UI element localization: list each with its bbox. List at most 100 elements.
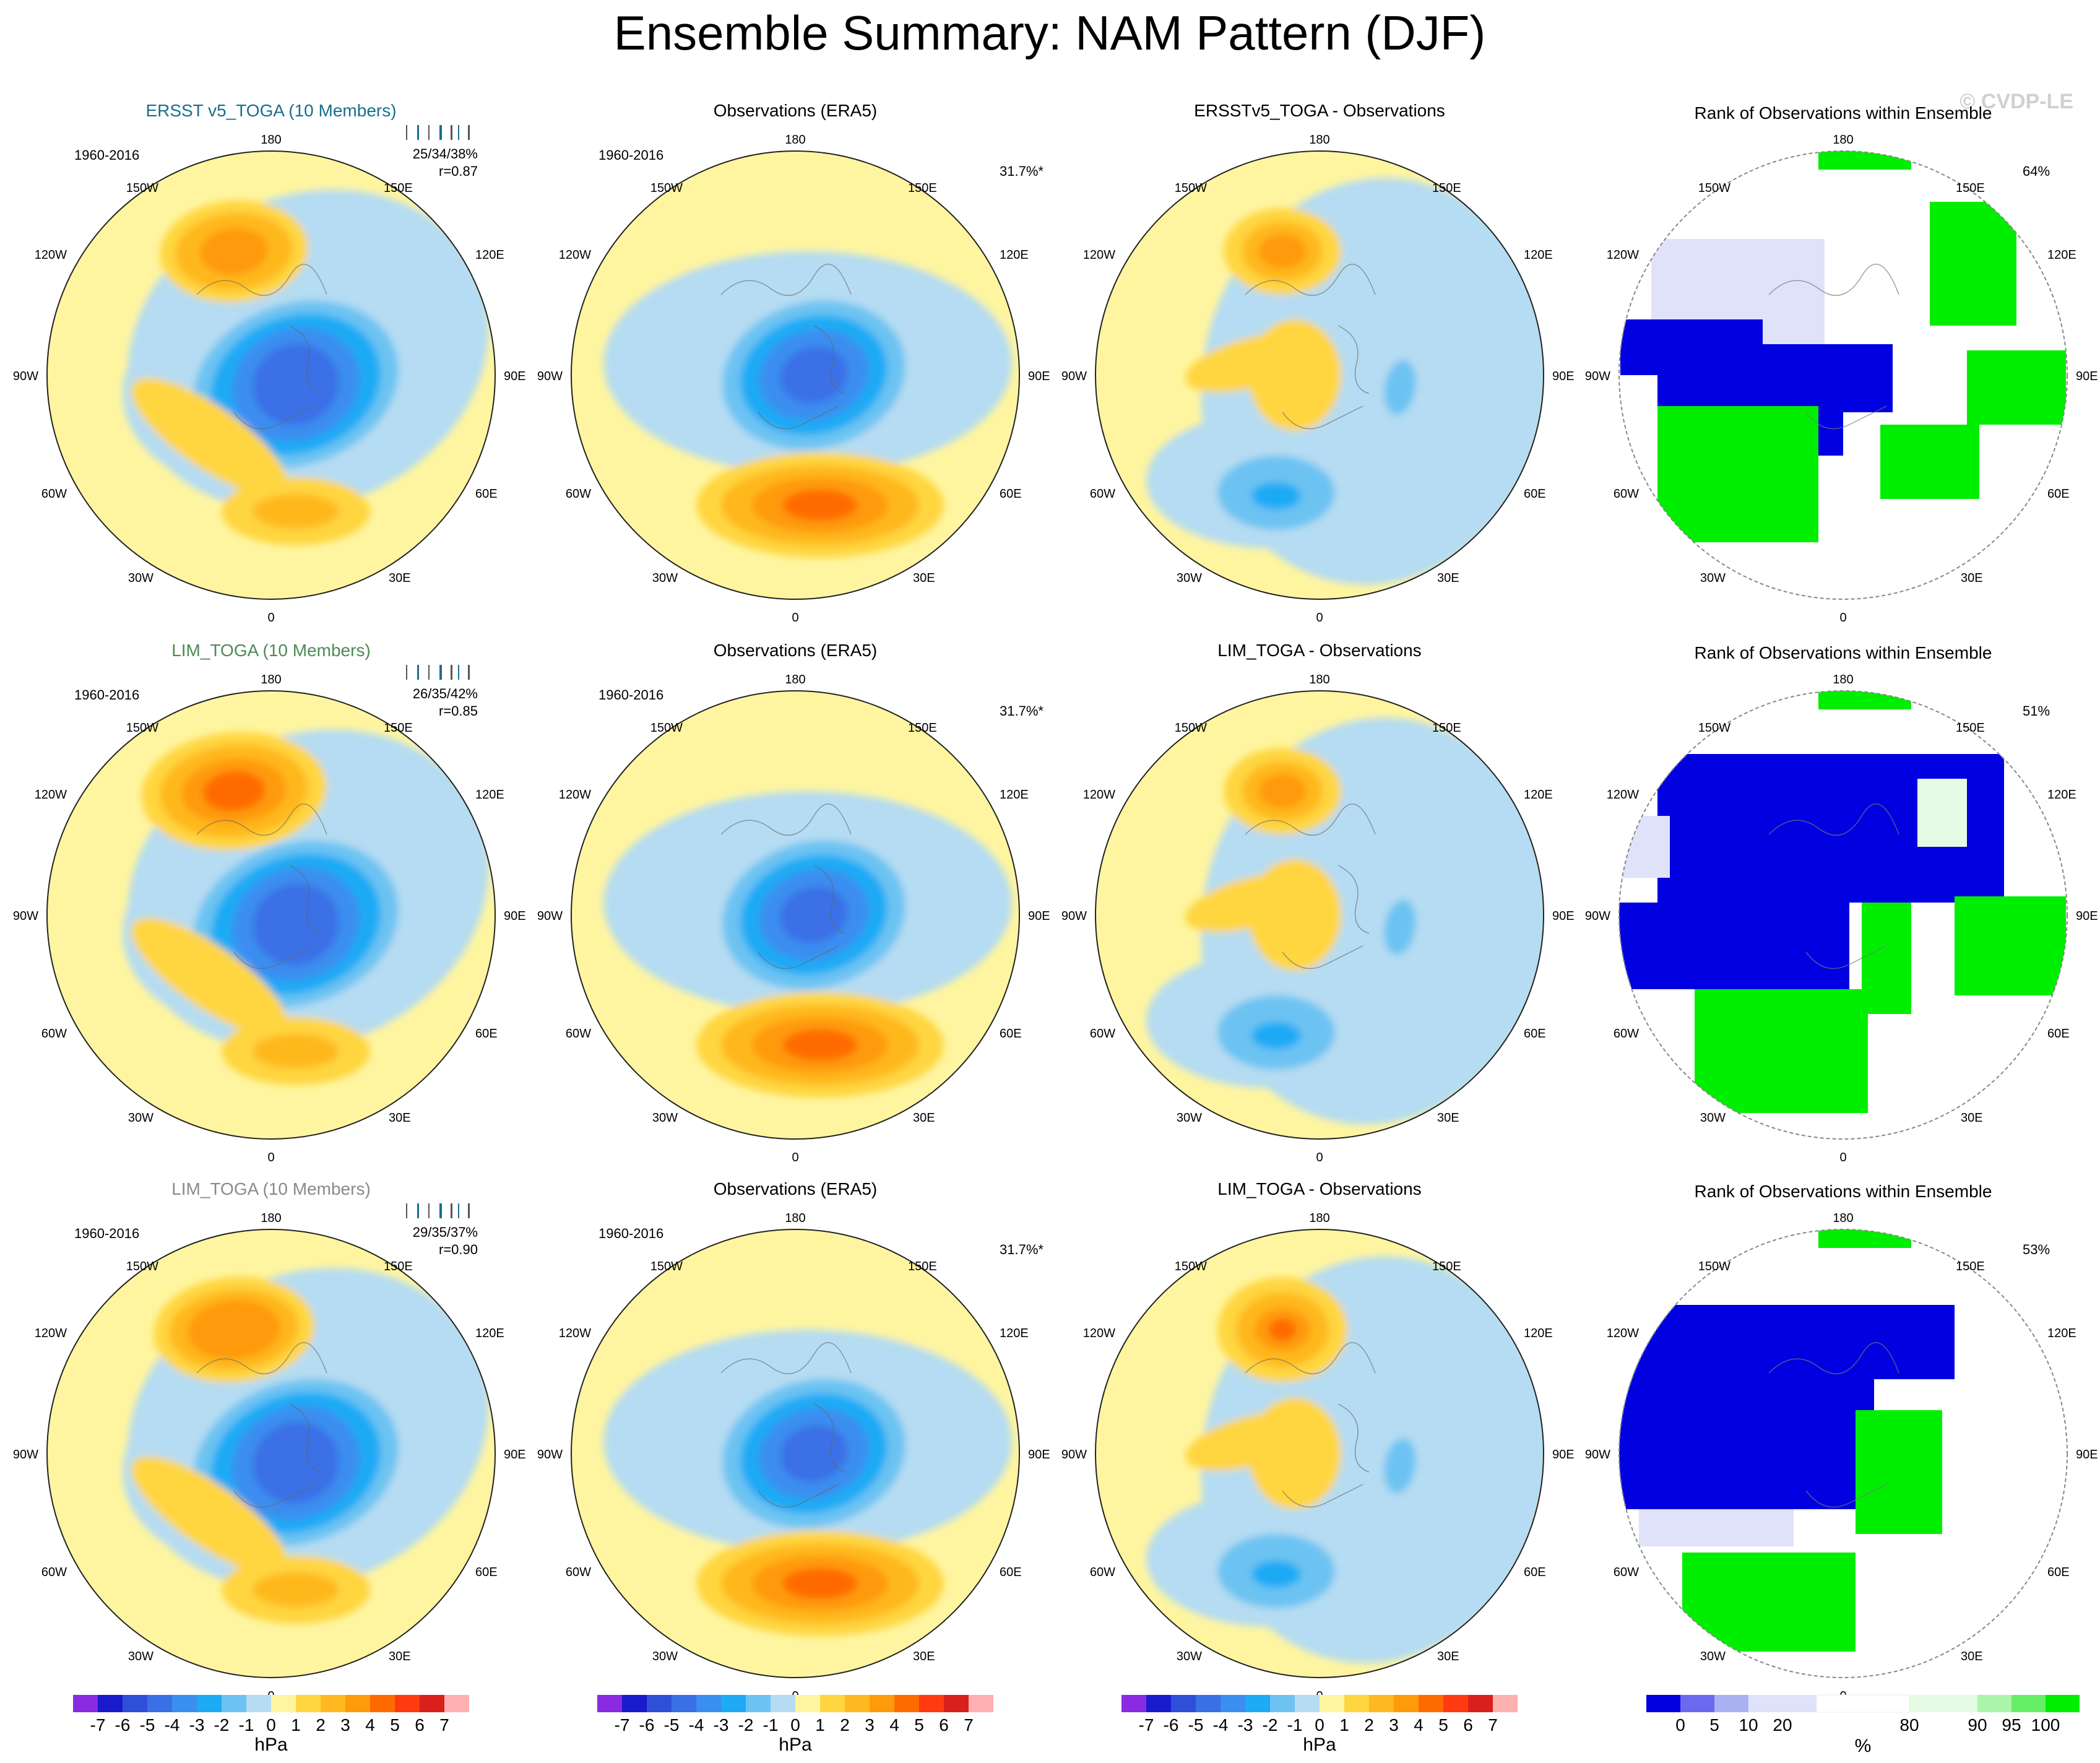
colorbar-swatch bbox=[771, 1695, 795, 1712]
panel-title: LIM_TOGA - Observations bbox=[1217, 641, 1421, 660]
coastline bbox=[1245, 1342, 1376, 1508]
colorbar-swatch bbox=[672, 1695, 696, 1712]
lon-label-left-upper: 120W bbox=[35, 788, 67, 802]
coastline bbox=[1768, 1342, 1899, 1508]
low-pressure-contour bbox=[253, 883, 339, 965]
high-pressure-contour bbox=[253, 1572, 339, 1607]
lon-label-left-upper: 120W bbox=[1607, 1327, 1639, 1340]
colorbar-tick-label: 5 bbox=[390, 1715, 400, 1735]
low-pressure-contour bbox=[780, 886, 848, 943]
lon-label-upper-right: 150E bbox=[908, 181, 937, 195]
colorbar-tick-label: 100 bbox=[2031, 1715, 2060, 1735]
colorbar-unit: hPa bbox=[779, 1735, 812, 1755]
lon-label-right-upper: 120E bbox=[1000, 248, 1029, 262]
colorbar-swatch bbox=[1270, 1695, 1295, 1712]
pct-variance-stats: 26/35/42% bbox=[413, 686, 478, 701]
colorbar-swatch bbox=[1419, 1695, 1443, 1712]
lon-label-lower-right: 30E bbox=[389, 571, 411, 585]
panel-observations: Observations (ERA5) 180 0 150W 150E 120W 120E 9… bbox=[537, 101, 1050, 625]
high-pressure-contour bbox=[1269, 1319, 1296, 1341]
watermark: © CVDP-LE bbox=[1960, 90, 2073, 113]
member-tick bbox=[439, 1203, 442, 1218]
coastline bbox=[196, 804, 327, 969]
pct-rank: 51% bbox=[2023, 703, 2050, 719]
pct-variance: 31.7%* bbox=[1000, 1242, 1044, 1257]
coastline bbox=[196, 264, 327, 430]
rank-low bbox=[1619, 903, 1849, 989]
colorbar-tick-label: 0 bbox=[790, 1715, 800, 1735]
lon-label-bottom: 0 bbox=[1316, 1151, 1323, 1164]
colorbar-tick-label: 80 bbox=[1899, 1715, 1919, 1735]
lon-label-right-lower: 60E bbox=[1000, 1027, 1022, 1041]
lon-label-left-lower: 60W bbox=[1090, 1027, 1115, 1041]
colorbar-swatch bbox=[321, 1695, 345, 1712]
colorbar-swatch bbox=[1468, 1695, 1493, 1712]
panel-title: Observations (ERA5) bbox=[714, 101, 878, 120]
colorbar-tick-label: 2 bbox=[1364, 1715, 1374, 1735]
rank-high bbox=[1880, 425, 1979, 499]
lon-label-left-upper: 120W bbox=[35, 1327, 67, 1340]
colorbar-swatch bbox=[894, 1695, 919, 1712]
lon-label-lower-right: 30E bbox=[1961, 1111, 1983, 1125]
rank-low bbox=[1620, 1305, 1955, 1379]
colorbar-tick-label: -5 bbox=[1188, 1715, 1204, 1735]
period-label: 1960-2016 bbox=[74, 687, 139, 703]
lon-label-upper-right: 150E bbox=[908, 1260, 937, 1273]
colorbar-tick-label: -5 bbox=[664, 1715, 680, 1735]
colorbar-tick-label: 5 bbox=[1438, 1715, 1448, 1735]
colorbar-swatch bbox=[395, 1695, 420, 1712]
period-label: 1960-2016 bbox=[74, 147, 139, 163]
lon-label-right: 90E bbox=[1552, 370, 1575, 383]
colorbar-tick-label: 7 bbox=[1488, 1715, 1498, 1735]
lon-label-top: 180 bbox=[785, 1211, 805, 1225]
pattern-correlation: r=0.85 bbox=[439, 703, 478, 719]
lon-label-left: 90W bbox=[13, 909, 38, 923]
member-tick bbox=[468, 125, 470, 140]
colorbar-tick-label: -4 bbox=[1213, 1715, 1229, 1735]
low-pressure-contour bbox=[780, 1425, 848, 1482]
lon-label-upper-left: 150W bbox=[1175, 181, 1207, 195]
panel-difference: LIM_TOGA - Observations1800150W150E120W1… bbox=[1061, 1179, 1575, 1703]
colorbar-swatch bbox=[98, 1695, 123, 1712]
colorbar-swatch bbox=[597, 1695, 622, 1712]
lon-label-upper-right: 150E bbox=[384, 721, 413, 735]
lon-label-bottom: 0 bbox=[267, 1151, 274, 1164]
colorbar-tick-label: -1 bbox=[239, 1715, 254, 1735]
high-pressure-contour bbox=[131, 378, 288, 496]
lon-label-left: 90W bbox=[1061, 370, 1087, 383]
lon-label-top: 180 bbox=[785, 133, 805, 147]
map-boundary bbox=[1095, 690, 1544, 1140]
pattern-correlation: r=0.90 bbox=[439, 1242, 478, 1257]
lon-label-upper-right: 150E bbox=[908, 721, 937, 735]
member-tick bbox=[439, 125, 442, 140]
member-tick bbox=[428, 125, 430, 140]
lon-label-lower-right: 30E bbox=[1437, 571, 1459, 585]
lon-label-top: 180 bbox=[785, 673, 805, 687]
colorbar-swatch bbox=[1245, 1695, 1270, 1712]
colorbar-tick-label: -1 bbox=[1287, 1715, 1303, 1735]
colorbar-tick-label: 4 bbox=[889, 1715, 899, 1735]
high-pressure-contour bbox=[131, 917, 288, 1036]
colorbar-tick-label: -4 bbox=[165, 1715, 180, 1735]
lon-label-bottom: 0 bbox=[792, 1151, 798, 1164]
colorbar-swatch bbox=[944, 1695, 969, 1712]
lon-label-right: 90E bbox=[1028, 1448, 1050, 1462]
low-pressure-contour bbox=[253, 1422, 339, 1504]
colorbar-swatch bbox=[622, 1695, 647, 1712]
rank-high bbox=[1955, 896, 2066, 995]
rank-fill bbox=[1619, 151, 2067, 599]
colorbar-tick-label: -2 bbox=[1263, 1715, 1278, 1735]
lon-label-right-lower: 60E bbox=[1524, 487, 1546, 501]
colorbar-tick-label: 7 bbox=[439, 1715, 449, 1735]
coastline bbox=[196, 1342, 327, 1508]
colorbar-swatch bbox=[746, 1695, 771, 1712]
lon-label-right-lower: 60E bbox=[1000, 1566, 1022, 1579]
panel-observations: Observations (ERA5) 180 0 150W 150E 120W 120E 9… bbox=[537, 641, 1050, 1164]
high-pressure-contour bbox=[783, 1568, 857, 1599]
panel-ensemble-mean: LIM_TOGA (10 Members)1800150W150E120W120… bbox=[13, 1179, 526, 1703]
high-pressure-contour bbox=[1185, 1411, 1318, 1471]
colorbar-tick-label: -3 bbox=[1238, 1715, 1253, 1735]
low-pressure-contour bbox=[1384, 899, 1416, 955]
colorbar-tick-label: 4 bbox=[365, 1715, 375, 1735]
colorbar-swatch bbox=[1121, 1695, 1146, 1712]
